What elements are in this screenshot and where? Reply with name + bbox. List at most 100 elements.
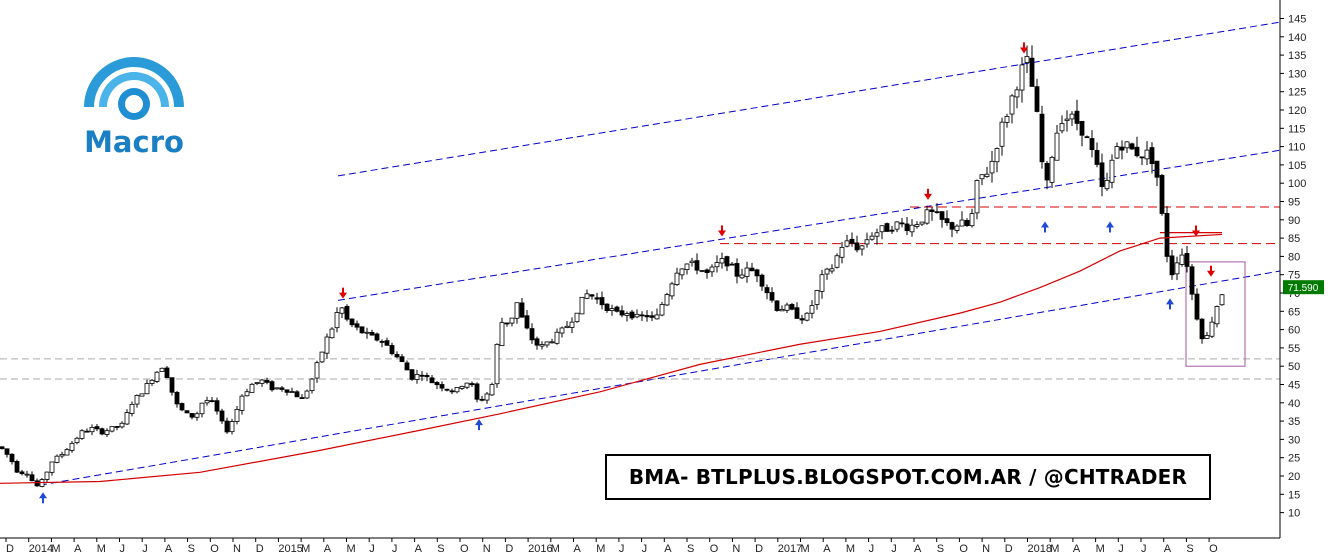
x-tick-label: J xyxy=(120,543,126,555)
x-tick-label: O xyxy=(710,543,719,555)
candle-body xyxy=(129,403,135,414)
x-tick-label: A xyxy=(823,543,831,555)
x-tick-label: D xyxy=(1005,543,1013,555)
candle-body xyxy=(529,328,535,341)
candle-body xyxy=(829,268,835,272)
candle-body xyxy=(1179,254,1185,265)
candle-body xyxy=(964,220,970,226)
candle-body xyxy=(299,397,305,400)
candle-body xyxy=(144,383,150,395)
candle-body xyxy=(439,384,445,389)
candle-body xyxy=(294,391,300,398)
candle-body xyxy=(989,160,995,174)
candle-body xyxy=(204,400,210,404)
candle-body xyxy=(174,391,180,405)
candle-body xyxy=(569,321,575,328)
candle-body xyxy=(309,378,315,391)
candle-body xyxy=(729,263,735,266)
candle-body xyxy=(1049,156,1055,183)
last-price-tag xyxy=(1283,280,1324,295)
candle-body xyxy=(0,446,5,450)
logo-arc-inner xyxy=(99,72,169,107)
candle-body xyxy=(474,383,480,400)
candle-body xyxy=(14,461,20,473)
candle-body xyxy=(1144,149,1150,160)
candle-body xyxy=(624,313,630,316)
x-tick-label: S xyxy=(437,543,444,555)
x-tick-label: S xyxy=(1186,543,1193,555)
candle-body xyxy=(709,266,715,273)
candle-body xyxy=(644,315,650,318)
candle-body xyxy=(234,409,240,422)
candle-body xyxy=(494,343,500,385)
candle-body xyxy=(1054,132,1060,161)
trendlines-layer xyxy=(0,21,1281,486)
sell-arrow-icon xyxy=(924,188,932,200)
candle-body xyxy=(594,297,600,300)
candle-body xyxy=(874,232,880,237)
candle-body xyxy=(59,454,65,457)
arrow-head xyxy=(924,193,932,200)
candle-body xyxy=(1029,57,1035,87)
candle-body xyxy=(984,173,990,178)
x-tick-label: A xyxy=(1073,543,1081,555)
candle-body xyxy=(664,294,670,306)
candle-body xyxy=(629,311,635,319)
y-tick-label: 105 xyxy=(1288,160,1306,172)
candle-body xyxy=(749,267,755,272)
candle-body xyxy=(924,209,930,224)
candle-body xyxy=(849,238,855,244)
candle-body xyxy=(539,344,545,347)
candle-body xyxy=(1209,321,1215,337)
y-tick-label: 125 xyxy=(1288,87,1306,99)
candle-body xyxy=(659,304,665,316)
candle-body xyxy=(414,374,420,380)
x-tick-label: A xyxy=(574,543,582,555)
y-tick-label: 20 xyxy=(1288,471,1300,483)
candle-body xyxy=(359,326,365,334)
x-tick-label: J xyxy=(392,543,398,555)
candle-body xyxy=(74,437,80,444)
y-tick-label: 145 xyxy=(1288,14,1306,26)
candle-body xyxy=(824,268,830,275)
candle-body xyxy=(1084,136,1090,139)
candle-body xyxy=(804,312,810,321)
candle-body xyxy=(1174,262,1180,275)
x-tick-label: M xyxy=(1050,543,1059,555)
candle-body xyxy=(999,121,1005,147)
candle-body xyxy=(319,351,325,363)
candle-body xyxy=(509,317,515,324)
candle-body xyxy=(224,420,230,433)
arrow-head xyxy=(475,419,483,426)
candle-body xyxy=(334,312,340,329)
candle-body xyxy=(89,426,95,433)
y-tick-label: 45 xyxy=(1288,380,1300,392)
x-tick-label: S xyxy=(937,543,944,555)
candle-body xyxy=(814,290,820,305)
y-tick-label: 85 xyxy=(1288,233,1300,245)
candle-body xyxy=(524,315,530,329)
candle-body xyxy=(259,379,265,384)
candle-body xyxy=(1164,213,1170,257)
candle-body xyxy=(79,430,85,439)
x-tick-label: J xyxy=(642,543,648,555)
trendline-channel-top xyxy=(337,21,1281,177)
candle-body xyxy=(339,307,345,314)
candle-body xyxy=(9,453,15,463)
candle-body xyxy=(724,256,730,267)
x-tick-label: N xyxy=(483,543,491,555)
candle-body xyxy=(694,260,700,271)
candle-body xyxy=(884,223,890,232)
candle-body xyxy=(604,303,610,312)
candle-body xyxy=(289,391,295,393)
candle-body xyxy=(1064,118,1070,121)
candle-body xyxy=(464,382,470,388)
trendline-channel-low xyxy=(39,270,1281,486)
candle-body xyxy=(264,380,270,383)
candle-body xyxy=(394,353,400,358)
candle-body xyxy=(564,325,570,328)
candle-body xyxy=(254,382,260,384)
candle-body xyxy=(489,384,495,396)
x-tick-label: M xyxy=(51,543,60,555)
